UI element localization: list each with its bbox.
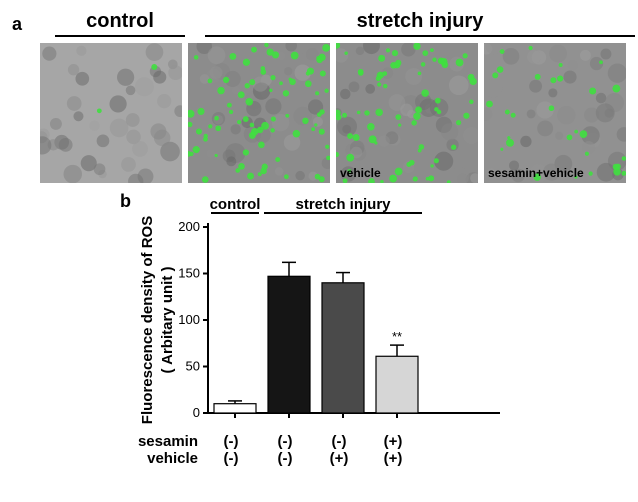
group-control-label: control [86,10,154,35]
condition-row: sesamin(-)(-)(-)(+) [134,433,510,450]
condition-cell: (-) [258,450,312,467]
condition-cell: (-) [204,450,258,467]
svg-text:**: ** [392,329,402,344]
panel-a-headers: control stretch injury [10,10,638,37]
svg-text:50: 50 [186,359,200,374]
panel-a-label: a [12,14,22,35]
microscopy-image [188,43,330,183]
microscopy-image: sesamin+vehicle [484,43,626,183]
condition-cell: (-) [204,433,258,450]
ros-bar-chart: control stretch injury 0 50 100 150 200 Fluores… [130,193,510,433]
microscopy-caption: vehicle [340,166,381,180]
condition-row-label: sesamin [134,433,204,450]
group-injury-underline [205,35,635,37]
svg-text:( Arbitary unit ): ( Arbitary unit ) [159,267,176,374]
microscopy-image-row: vehicle sesamin+vehicle [40,43,638,183]
svg-text:0: 0 [193,405,200,420]
svg-text:control: control [210,196,261,213]
condition-cell: (+) [312,450,366,467]
panel-a: a control stretch injury vehicle sesamin+… [10,10,638,183]
microscopy-caption: sesamin+vehicle [488,166,584,180]
condition-cell: (+) [366,450,420,467]
microscopy-image: vehicle [336,43,478,183]
condition-cell: (+) [366,433,420,450]
condition-rows: sesamin(-)(-)(-)(+)vehicle(-)(-)(+)(+) [130,433,510,467]
condition-row-label: vehicle [134,450,204,467]
svg-text:Fluorescence density of ROS: Fluorescence density of ROS [139,216,156,424]
condition-cell: (-) [258,433,312,450]
svg-text:200: 200 [178,219,200,234]
group-control-underline [55,35,185,37]
condition-cell: (-) [312,433,366,450]
panel-b: b controlstretch injury050100150200Fluor… [130,193,510,467]
microscopy-image [40,43,182,183]
group-injury-label: stretch injury [357,10,484,35]
condition-row: vehicle(-)(-)(+)(+) [134,450,510,467]
svg-text:100: 100 [178,312,200,327]
svg-text:150: 150 [178,266,200,281]
panel-b-label: b [120,191,131,212]
svg-text:stretch injury: stretch injury [295,196,391,213]
